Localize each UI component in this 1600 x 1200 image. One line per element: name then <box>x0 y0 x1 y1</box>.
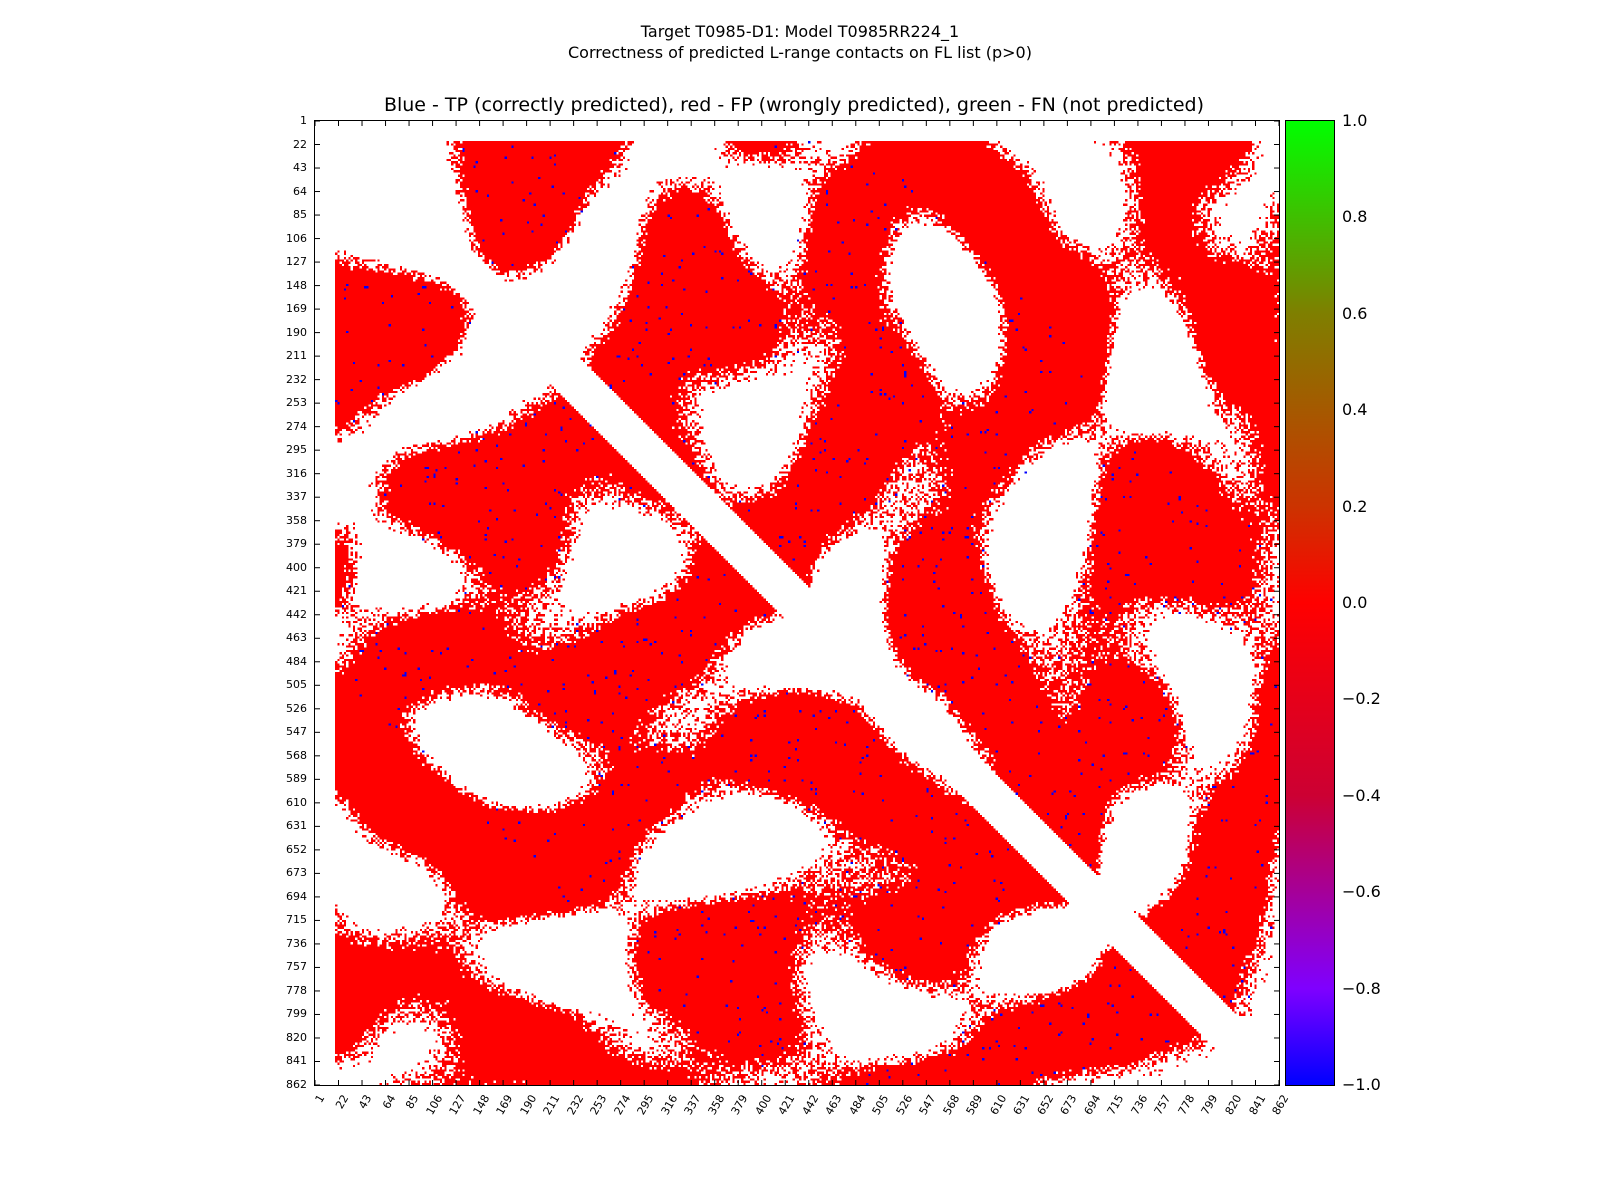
y-tick-label: 43 <box>293 161 307 175</box>
colorbar-tick-label: −0.4 <box>1342 785 1381 805</box>
y-tick-label: 484 <box>286 654 307 668</box>
y-tick-label: 442 <box>286 607 307 621</box>
y-tick-label: 820 <box>286 1030 307 1044</box>
y-tick-label: 274 <box>286 419 307 433</box>
y-tick-label: 631 <box>286 819 307 833</box>
y-tick-label: 568 <box>286 748 307 762</box>
y-tick-label: 652 <box>286 842 307 856</box>
colorbar-tick-label: 0.4 <box>1342 400 1368 420</box>
y-tick-label: 799 <box>286 1007 307 1021</box>
y-tick-label: 736 <box>286 936 307 950</box>
colorbar-tick-label: 1.0 <box>1342 111 1368 130</box>
y-tick-label: 316 <box>286 466 307 480</box>
plot-title: Blue - TP (correctly predicted), red - F… <box>383 94 1205 116</box>
y-tick-label: 1 <box>300 114 307 127</box>
y-tick-label: 169 <box>286 302 307 316</box>
y-tick-label: 106 <box>286 231 307 245</box>
y-tick-label: 841 <box>286 1054 307 1068</box>
y-tick-label: 400 <box>286 560 307 574</box>
y-tick-label: 253 <box>286 396 307 410</box>
colorbar-tick-label: −0.8 <box>1342 978 1381 998</box>
y-tick-label: 127 <box>286 255 307 269</box>
y-tick-label: 673 <box>286 866 307 880</box>
y-tick-label: 757 <box>286 960 307 974</box>
colorbar-tick-label: −1.0 <box>1342 1075 1381 1094</box>
y-tick-label: 64 <box>293 184 307 198</box>
y-tick-label: 379 <box>286 537 307 551</box>
y-tick-label: 421 <box>286 584 307 598</box>
contact-map-heatmap <box>315 121 1279 1085</box>
y-tick-label: 694 <box>286 889 307 903</box>
chart-subtitle: Correctness of predicted L-range contact… <box>568 43 1032 62</box>
y-tick-label: 463 <box>286 631 307 645</box>
y-tick-label: 22 <box>293 137 307 151</box>
y-tick-label: 778 <box>286 983 307 997</box>
y-tick-label: 337 <box>286 490 307 504</box>
colorbar-tick-label: 0.2 <box>1342 496 1368 516</box>
colorbar-tick-label: 0.6 <box>1342 303 1368 323</box>
y-tick-label: 505 <box>286 678 307 692</box>
y-tick-label: 610 <box>286 795 307 809</box>
chart-title: Target T0985-D1: Model T0985RR224_1 <box>640 22 960 41</box>
y-tick-label: 589 <box>286 772 307 786</box>
colorbar-tick-label: 0.0 <box>1342 593 1368 612</box>
colorbar-tick-label: −0.2 <box>1342 689 1381 709</box>
contact-map-plot-area <box>314 120 1280 1086</box>
y-tick-label: 190 <box>286 325 307 339</box>
y-tick-label: 148 <box>286 278 307 292</box>
y-tick-label: 358 <box>286 513 307 527</box>
colorbar-tick-label: −0.6 <box>1342 882 1381 902</box>
colorbar-tick-label: 0.8 <box>1342 207 1368 227</box>
y-tick-label: 526 <box>286 701 307 715</box>
colorbar <box>1285 120 1335 1086</box>
y-tick-label: 85 <box>293 208 307 222</box>
y-tick-label: 715 <box>286 913 307 927</box>
y-tick-label: 295 <box>286 443 307 457</box>
y-tick-label: 547 <box>286 725 307 739</box>
y-tick-label: 862 <box>286 1078 307 1091</box>
y-tick-label: 211 <box>286 349 307 363</box>
y-tick-label: 232 <box>286 372 307 386</box>
